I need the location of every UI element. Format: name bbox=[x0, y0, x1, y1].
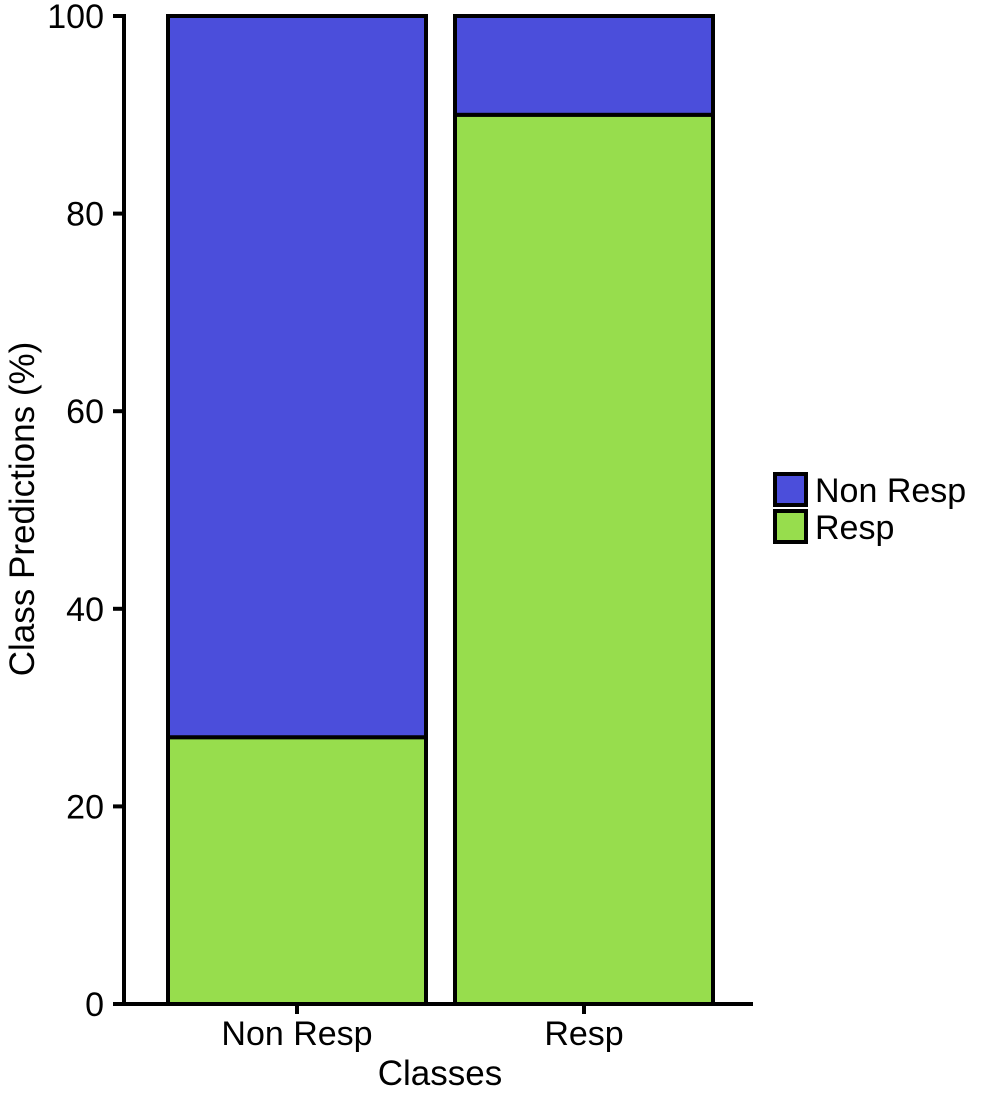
bar-non-resp-non-resp bbox=[166, 14, 428, 740]
legend-swatch-non-resp bbox=[773, 472, 808, 507]
x-axis-label: Classes bbox=[378, 1054, 502, 1093]
legend-label: Resp bbox=[815, 509, 894, 547]
bars-layer bbox=[166, 14, 715, 1007]
y-tick-label: 60 bbox=[66, 393, 104, 431]
y-ticks-layer: 0 20 40 60 80 100 bbox=[47, 0, 124, 1024]
bar-resp-resp bbox=[453, 112, 715, 1007]
legend-swatch-resp bbox=[773, 509, 808, 544]
y-tick-label: 40 bbox=[66, 591, 104, 629]
legend-label: Non Resp bbox=[815, 472, 966, 510]
y-tick-label: 20 bbox=[66, 788, 104, 826]
y-tick-label: 0 bbox=[85, 986, 104, 1024]
bar-resp-non-resp bbox=[453, 14, 715, 117]
bar-non-resp-resp bbox=[166, 735, 428, 1006]
x-tick-label: Non Resp bbox=[221, 1015, 372, 1053]
y-tick-label: 80 bbox=[66, 196, 104, 234]
y-tick-label: 100 bbox=[47, 0, 104, 36]
x-ticks-layer: Non Resp Resp bbox=[221, 1004, 624, 1053]
axes-layer bbox=[122, 14, 753, 1006]
x-tick-label: Resp bbox=[544, 1015, 623, 1053]
y-axis-label: Class Predictions (%) bbox=[3, 342, 42, 677]
